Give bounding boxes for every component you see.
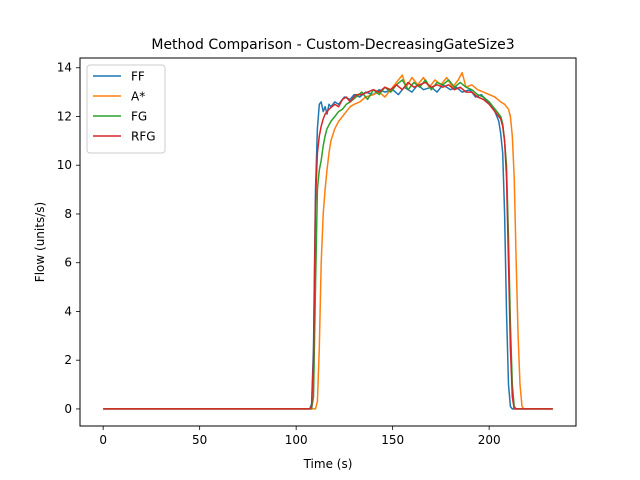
x-tick-label: 200: [478, 433, 501, 447]
series-line-astar: [103, 71, 553, 410]
legend-label: RFG: [131, 130, 156, 144]
y-tick-label: 8: [64, 207, 72, 221]
legend-label: A*: [131, 90, 145, 104]
y-tick-label: 0: [64, 402, 72, 416]
x-tick-label: 0: [99, 433, 107, 447]
plot-frame: [79, 57, 577, 427]
legend: FF A* FG RFG: [86, 64, 166, 154]
x-tick-label: 100: [285, 433, 308, 447]
x-axis-label: Time (s): [303, 457, 353, 471]
x-tick-label: 50: [192, 433, 207, 447]
y-axis-label: Flow (units/s): [33, 202, 47, 282]
y-tick-label: 10: [57, 158, 72, 172]
series-line-ff: [103, 84, 553, 410]
y-tick-label: 6: [64, 256, 72, 270]
y-tick-label: 12: [57, 109, 72, 123]
chart-title: Method Comparison - Custom-DecreasingGat…: [151, 37, 514, 53]
legend-label: FF: [131, 70, 145, 84]
series-line-fg: [103, 79, 553, 410]
x-tick-label: 150: [381, 433, 404, 447]
legend-label: FG: [131, 110, 147, 124]
plot-lines: [103, 71, 553, 410]
y-tick-label: 4: [64, 304, 72, 318]
y-tick-label: 2: [64, 353, 72, 367]
y-axis: 0 2 4 6 8 10 12 14: [57, 61, 80, 416]
y-tick-label: 14: [57, 61, 72, 75]
series-line-rfg: [103, 81, 553, 410]
legend-box: [86, 64, 166, 154]
x-axis: 0 50 100 150 200: [99, 426, 501, 447]
